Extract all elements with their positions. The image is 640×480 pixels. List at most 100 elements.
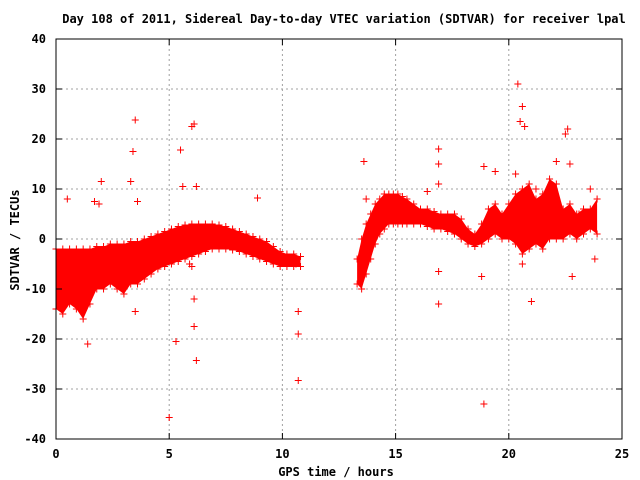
band-edge-marker: [174, 223, 182, 230]
band-edge-marker: [367, 210, 375, 218]
band-edge-marker: [358, 285, 366, 293]
band-edge-marker: [559, 205, 567, 213]
band-edge-marker: [573, 235, 581, 243]
data-mark-layer: [52, 80, 601, 421]
band-edge-marker: [297, 263, 305, 270]
band-edge-marker: [290, 250, 298, 258]
outlier-marker: [575, 210, 583, 218]
band-edge-marker: [297, 253, 305, 260]
band-edge-marker: [417, 205, 425, 213]
band-edge-marker: [201, 248, 209, 255]
band-edge-marker: [100, 243, 108, 250]
band-edge-marker: [188, 253, 196, 260]
outlier-marker: [435, 300, 443, 308]
outlier-marker: [172, 338, 180, 345]
band-edge-marker: [512, 190, 520, 198]
band-edge-marker: [512, 240, 520, 248]
outlier-marker: [190, 120, 198, 128]
outlier-marker: [253, 194, 261, 202]
band-edge-marker: [229, 225, 237, 233]
band-edge-marker: [154, 265, 162, 273]
band-edge-marker: [242, 230, 250, 238]
band-edge-marker: [423, 205, 431, 213]
outlier-marker: [552, 158, 560, 165]
outlier-marker: [478, 273, 486, 280]
outlier-marker: [518, 260, 526, 268]
band-edge-marker: [249, 253, 257, 260]
band-edge-marker: [181, 255, 189, 263]
y-tick-label: 20: [32, 132, 46, 146]
band-edge-marker: [484, 205, 492, 213]
y-tick-label: 0: [39, 232, 46, 246]
band-edge-marker: [79, 315, 87, 323]
band-edge-marker: [367, 255, 375, 263]
band-edge-marker: [430, 225, 438, 233]
y-tick-label: -20: [24, 332, 46, 346]
band-edge-marker: [161, 263, 169, 270]
outlier-marker: [362, 195, 370, 203]
band-edge-marker: [93, 243, 101, 250]
band-edge-marker: [195, 220, 203, 228]
x-tick-label: 0: [52, 447, 59, 461]
band-edge-marker: [580, 205, 588, 213]
band-edge-marker: [546, 235, 554, 243]
band-edge-marker: [457, 215, 465, 223]
outlier-marker: [165, 414, 173, 421]
x-tick-label: 10: [275, 447, 289, 461]
band-edge-marker: [417, 220, 425, 228]
outlier-marker: [292, 260, 300, 268]
band-edge-marker: [353, 280, 361, 288]
band-edge-marker: [208, 245, 216, 253]
band-edge-marker: [403, 220, 411, 228]
band-edge-marker: [269, 260, 277, 268]
outlier-marker: [566, 160, 574, 168]
outlier-marker: [512, 170, 520, 178]
band-edge-marker: [72, 305, 80, 313]
outlier-marker: [84, 340, 92, 348]
band-edge-marker: [276, 263, 284, 270]
outlier-marker: [435, 268, 443, 275]
band-edge-marker: [154, 230, 162, 238]
band-edge-marker: [147, 233, 155, 240]
x-tick-label: 20: [502, 447, 516, 461]
band-edge-marker: [464, 240, 472, 248]
band-edge-marker: [106, 240, 114, 248]
outlier-marker: [586, 185, 594, 193]
band-edge-marker: [256, 235, 264, 243]
band-edge-marker: [263, 258, 271, 265]
band-edge-marker: [66, 245, 74, 253]
band-edge-marker: [532, 195, 540, 203]
outlier-marker: [564, 125, 572, 133]
outlier-marker: [516, 118, 524, 125]
y-tick-label: 10: [32, 182, 46, 196]
band-edge-marker: [93, 285, 101, 293]
outlier-marker: [527, 298, 535, 305]
band-edge-marker: [79, 245, 87, 253]
band-edge-marker: [403, 195, 411, 203]
band-edge-marker: [380, 225, 388, 233]
band-edge-marker: [410, 200, 418, 208]
band-edge-marker: [525, 245, 533, 253]
band-edge-marker: [161, 228, 169, 235]
band-edge-marker: [106, 280, 114, 288]
band-edge-marker: [410, 220, 418, 228]
outlier-marker: [294, 308, 302, 315]
band-edge-marker: [398, 193, 406, 200]
band-edge-marker: [147, 270, 155, 278]
band-edge-marker: [546, 175, 554, 183]
y-tick-label: 40: [32, 32, 46, 46]
band-edge-marker: [450, 230, 458, 238]
outlier-marker: [480, 163, 488, 170]
outlier-marker: [134, 198, 142, 205]
band-edge-marker: [371, 200, 379, 208]
band-edge-marker: [113, 240, 121, 248]
band-edge-marker: [215, 221, 223, 229]
band-edge-marker: [269, 243, 277, 250]
band-edge-marker: [552, 235, 560, 243]
band-edge-marker: [423, 223, 431, 230]
band-edge-marker: [539, 190, 547, 198]
x-tick-label: 15: [388, 447, 402, 461]
band-edge-marker: [444, 210, 452, 218]
